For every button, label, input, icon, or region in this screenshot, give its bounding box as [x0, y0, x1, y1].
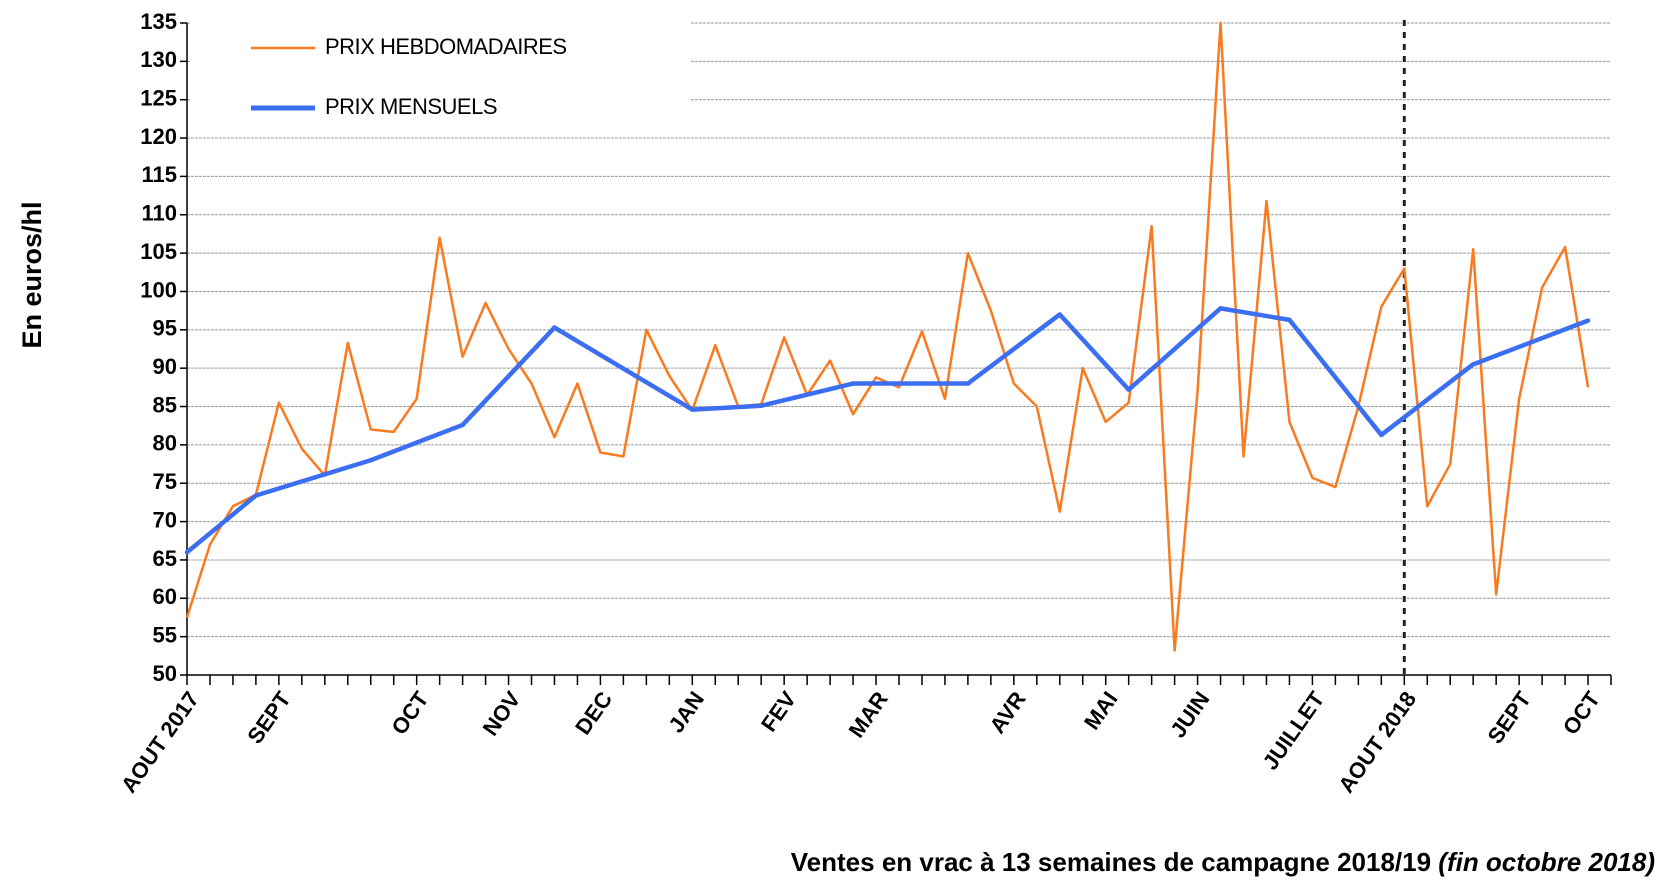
monthly-segment	[184, 493, 259, 555]
monthly-segment	[690, 403, 764, 412]
y-axis-label: En euros/hl	[17, 201, 47, 348]
x-tick-label: OCT	[386, 686, 433, 739]
x-tick-label: AOUT 2017	[116, 687, 204, 798]
y-tick-label: 90	[153, 354, 177, 379]
x-axis-note: (fin octobre 2018)	[1438, 847, 1655, 877]
x-tick-label: OCT	[1558, 686, 1605, 739]
y-tick-label: 65	[153, 546, 177, 571]
y-tick-label: 130	[140, 47, 177, 72]
monthly-segment	[1057, 312, 1131, 392]
y-tick-label: 115	[142, 162, 178, 187]
x-tick-label: DEC	[570, 687, 617, 739]
legend-label: PRIX MENSUELS	[325, 94, 497, 119]
monthly-segment	[460, 325, 557, 428]
y-tick-label: 120	[140, 124, 177, 149]
y-tick-label: 85	[153, 392, 177, 417]
y-tick-label: 75	[153, 469, 177, 494]
monthly-segment	[1287, 317, 1384, 438]
x-tick-label: AVR	[985, 687, 1031, 738]
y-tick-label: 125	[140, 86, 177, 111]
y-tick-label: 55	[153, 622, 177, 647]
x-tick-label: SEPT	[1483, 686, 1537, 748]
x-tick-label: MAR	[844, 687, 893, 742]
monthly-segment	[552, 325, 695, 412]
y-tick-label: 70	[153, 507, 177, 532]
monthly-segment	[1126, 306, 1223, 392]
x-tick-label: JAN	[663, 687, 709, 737]
x-tick-label: JUIN	[1165, 687, 1214, 742]
y-tick-label: 60	[153, 584, 177, 609]
x-tick-label: MAI	[1079, 687, 1123, 734]
y-tick-label: 95	[153, 316, 177, 341]
x-axis-title: Ventes en vrac à 13 semaines de campagne…	[791, 847, 1439, 877]
legend-label: PRIX HEBDOMADAIRES	[325, 34, 567, 59]
monthly-segment	[1218, 306, 1292, 323]
monthly-segment	[1470, 318, 1591, 367]
x-tick-label: SEPT	[242, 686, 296, 748]
x-tick-label: AOUT 2018	[1333, 687, 1421, 798]
monthly-segment	[368, 422, 465, 463]
monthly-segment	[965, 312, 1063, 386]
x-tick-label: FEV	[756, 687, 801, 737]
y-tick-label: 50	[153, 661, 177, 686]
monthly-segment	[1379, 362, 1476, 438]
x-axis-label: Ventes en vrac à 13 semaines de campagne…	[791, 847, 1655, 877]
monthly-segment	[758, 381, 856, 409]
x-tick-label: JUILLET	[1258, 686, 1330, 774]
y-tick-label: 80	[153, 431, 177, 456]
y-tick-label: 110	[142, 201, 178, 226]
monthly-segment	[253, 457, 373, 498]
legend-box	[190, 10, 690, 132]
x-tick-label: NOV	[478, 687, 526, 741]
y-tick-label: 100	[140, 277, 177, 302]
y-tick-label: 105	[140, 239, 177, 264]
y-tick-label: 135	[140, 9, 177, 34]
